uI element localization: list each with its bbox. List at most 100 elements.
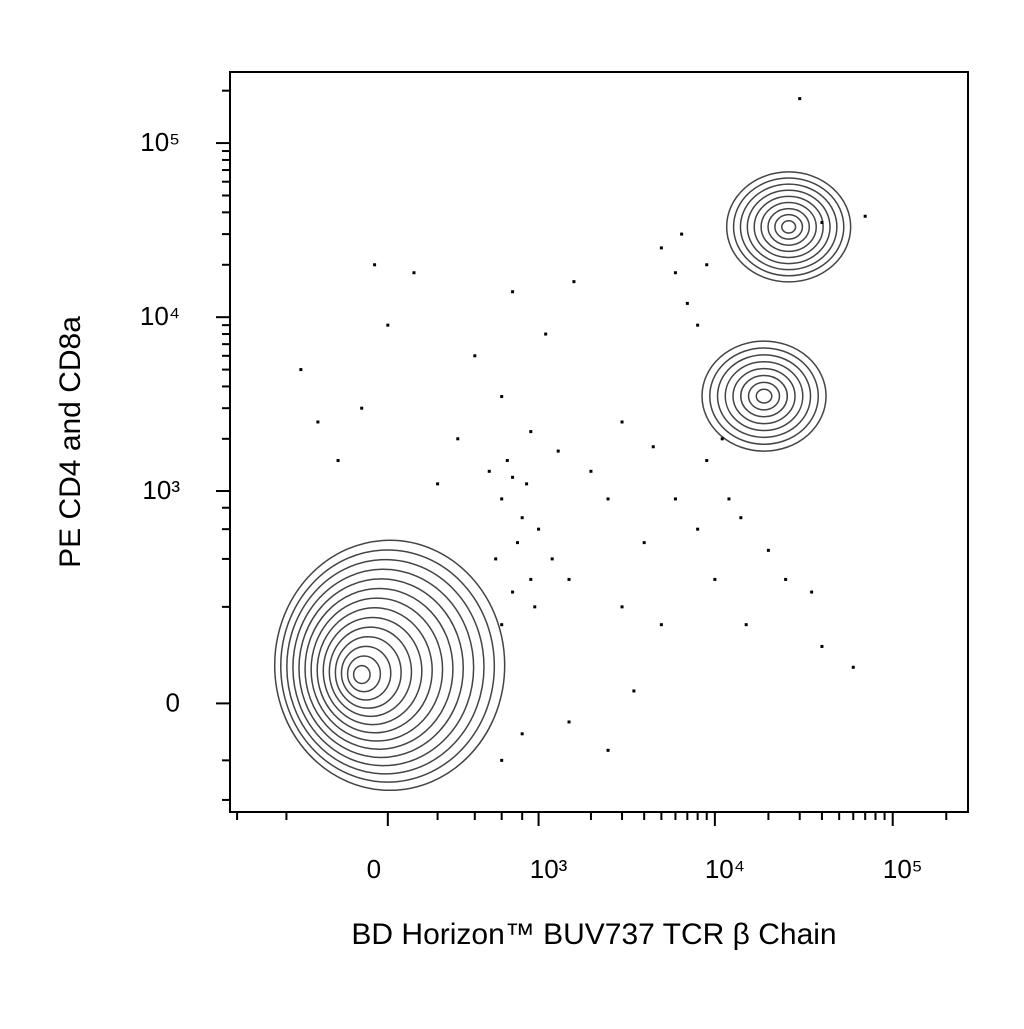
- event-dot: [810, 590, 814, 594]
- contour: [739, 183, 838, 271]
- contour: [286, 558, 485, 775]
- event-dot: [651, 445, 655, 449]
- event-dot: [784, 577, 788, 581]
- contour: [304, 587, 454, 750]
- plot-frame: [229, 71, 969, 813]
- event-dot: [436, 482, 440, 486]
- event-dot: [572, 280, 576, 284]
- contour: [732, 177, 845, 277]
- contour: [760, 201, 817, 253]
- event-dot: [744, 623, 748, 627]
- x-tick-label: 10⁴: [705, 854, 745, 884]
- event-dot: [696, 527, 700, 531]
- event-dot: [705, 263, 709, 267]
- event-dot: [520, 732, 524, 736]
- y-tick-label: 10³: [142, 475, 180, 505]
- event-dot: [720, 437, 724, 441]
- event-dot: [511, 475, 515, 479]
- event-dot: [606, 748, 610, 752]
- event-dot: [673, 497, 677, 501]
- event-dot: [505, 459, 509, 463]
- contour: [340, 645, 392, 701]
- contour: [292, 568, 475, 767]
- event-dot: [556, 449, 560, 453]
- event-dot: [567, 577, 571, 581]
- event-dot: [620, 420, 624, 424]
- contour: [352, 664, 371, 685]
- contour: [709, 347, 820, 445]
- contour: [273, 539, 506, 792]
- event-dot: [511, 590, 515, 594]
- event-dot: [373, 263, 377, 267]
- event-dot: [494, 557, 498, 561]
- contour: [732, 367, 796, 425]
- event-dot: [606, 497, 610, 501]
- x-axis-title: BD Horizon™ BUV737 TCR β Chain: [351, 918, 836, 951]
- event-dot: [386, 323, 390, 327]
- contour: [280, 549, 496, 783]
- contour: [781, 220, 797, 234]
- event-dot: [500, 758, 504, 762]
- contour: [328, 626, 413, 718]
- event-dot: [739, 516, 743, 520]
- event-dot: [798, 97, 802, 101]
- event-dot: [567, 720, 571, 724]
- event-dot: [766, 548, 770, 552]
- event-dot: [525, 482, 529, 486]
- event-dot: [727, 497, 731, 501]
- event-dot: [500, 497, 504, 501]
- event-dot: [473, 354, 477, 358]
- event-dot: [336, 459, 340, 463]
- event-dot: [589, 469, 593, 473]
- contour: [755, 388, 773, 404]
- event-dot: [685, 301, 689, 305]
- event-dot: [360, 406, 364, 410]
- event-dot: [673, 271, 677, 275]
- x-tick-label: 0: [367, 854, 381, 884]
- event-dot: [642, 541, 646, 545]
- event-dot: [487, 469, 491, 473]
- event-dot: [529, 577, 533, 581]
- y-axis-title: PE CD4 and CD8a: [54, 316, 87, 568]
- event-dot: [529, 430, 533, 434]
- contour: [322, 616, 423, 726]
- event-dot: [820, 220, 824, 224]
- event-dot: [511, 290, 515, 294]
- event-dot: [537, 527, 541, 531]
- event-dot: [696, 323, 700, 327]
- contour: [346, 655, 382, 693]
- contour: [334, 635, 402, 709]
- event-dot: [516, 541, 520, 545]
- event-dot: [820, 644, 824, 648]
- event-dot: [659, 246, 663, 250]
- event-dot: [456, 437, 460, 441]
- contour: [774, 213, 804, 240]
- contour: [725, 171, 852, 283]
- event-dot: [500, 395, 504, 399]
- event-dot: [500, 623, 504, 627]
- x-tick-label: 10³: [530, 854, 568, 884]
- contour: [740, 374, 789, 418]
- y-tick-label: 0: [166, 687, 180, 717]
- contour: [746, 189, 831, 265]
- event-dot: [550, 557, 554, 561]
- event-dot: [680, 232, 684, 236]
- event-dot: [544, 332, 548, 336]
- y-tick-label: 10⁴: [140, 301, 180, 331]
- event-dot: [533, 605, 537, 609]
- x-tick-label: 10⁵: [883, 854, 923, 884]
- contour: [316, 607, 433, 734]
- event-dot: [705, 459, 709, 463]
- event-dot: [299, 368, 303, 372]
- event-dot: [520, 516, 524, 520]
- contour: [724, 360, 804, 432]
- contour: [701, 340, 827, 452]
- event-dot: [659, 623, 663, 627]
- event-dot: [851, 665, 855, 669]
- contour: [310, 597, 444, 742]
- event-dot: [620, 605, 624, 609]
- contour: [753, 195, 824, 259]
- contour: [767, 207, 811, 246]
- event-dot: [863, 214, 867, 218]
